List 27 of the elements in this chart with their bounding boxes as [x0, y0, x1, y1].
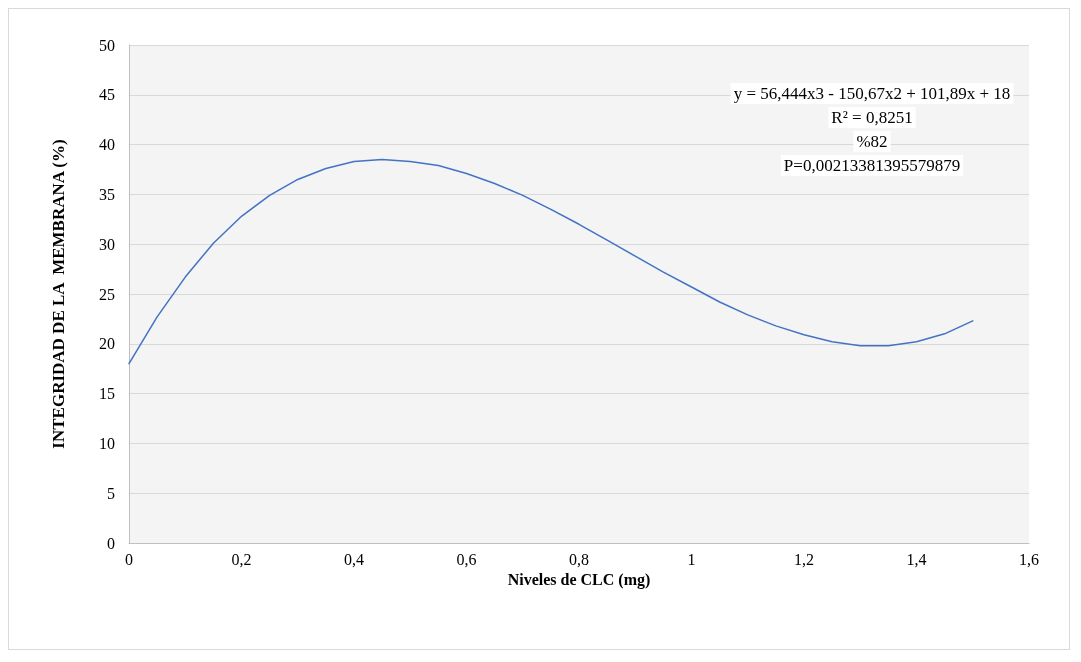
- x-tick-label: 1: [687, 550, 696, 568]
- y-tick-label: 25: [99, 285, 115, 303]
- annotation: P=0,00213381395579879: [783, 156, 961, 175]
- y-axis-title: INTEGRIDAD DE LA MEMBRANA (%): [49, 139, 68, 449]
- y-tick-label: 50: [99, 36, 115, 54]
- annotation: y = 56,444x3 - 150,67x2 + 101,89x + 18: [733, 84, 1011, 103]
- y-tick-label: 20: [99, 335, 115, 353]
- y-tick-label: 45: [99, 86, 115, 104]
- y-tick-label: 10: [99, 434, 115, 452]
- annotation: R² = 0,8251: [831, 108, 913, 127]
- x-tick-label: 0: [125, 550, 133, 568]
- x-tick-label: 1,6: [1019, 550, 1039, 568]
- annotation: %82: [856, 132, 888, 151]
- y-tick-label: 40: [99, 136, 115, 154]
- x-tick-label: 0,2: [231, 550, 252, 568]
- x-tick-label: 1,2: [794, 550, 814, 568]
- x-axis-title: Niveles de CLC (mg): [507, 571, 651, 590]
- y-tick-label: 15: [99, 385, 115, 403]
- y-tick-label: 35: [99, 185, 115, 203]
- x-tick-label: 0,6: [456, 550, 477, 568]
- x-tick-label: 0,8: [569, 550, 589, 568]
- y-tick-label: 0: [107, 534, 115, 552]
- x-tick-label: 0,4: [344, 550, 364, 568]
- line-series: [128, 158, 974, 365]
- y-tick-label: 30: [99, 235, 115, 253]
- x-tick-label: 1,4: [906, 550, 927, 568]
- y-tick-label: 5: [107, 484, 115, 502]
